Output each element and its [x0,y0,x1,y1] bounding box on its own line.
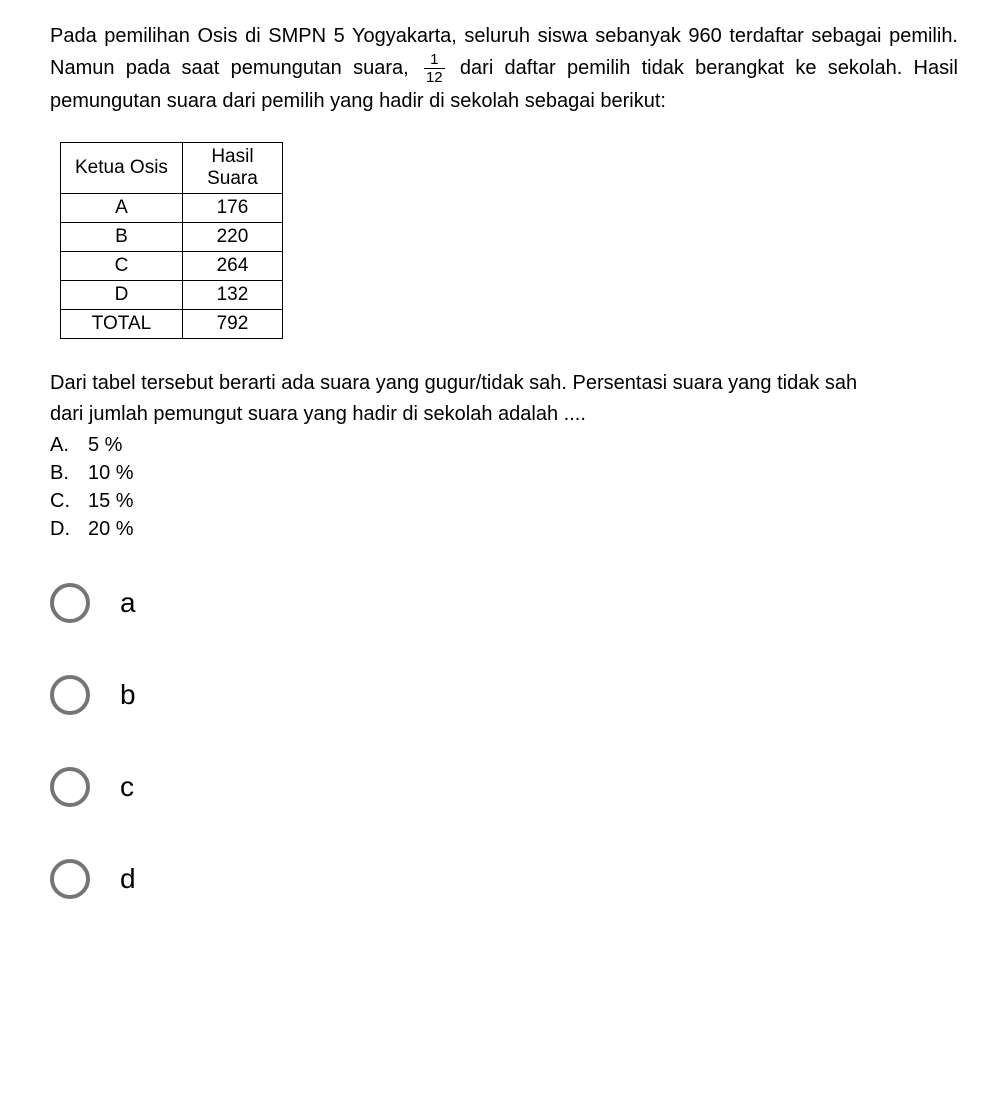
table-cell-value: 792 [182,310,282,339]
table-row: D 132 [61,281,283,310]
radio-label: d [120,863,136,895]
radio-circle-icon [50,859,90,899]
option-letter: C. [50,487,88,515]
inline-option-d: D. 20 % [50,515,958,543]
table-row: TOTAL 792 [61,310,283,339]
option-text: 5 % [88,431,122,459]
option-text: 20 % [88,515,134,543]
table-row: C 264 [61,252,283,281]
option-letter: B. [50,459,88,487]
table-cell-value: 264 [182,252,282,281]
radio-option-b[interactable]: b [50,675,958,715]
inline-answer-options: A. 5 % B. 10 % C. 15 % D. 20 % [50,431,958,543]
option-letter: A. [50,431,88,459]
table-header-row: Ketua Osis Hasil Suara [61,143,283,194]
radio-option-a[interactable]: a [50,583,958,623]
fraction-denominator: 12 [424,69,445,85]
radio-label: a [120,587,136,619]
inline-option-c: C. 15 % [50,487,958,515]
table-header-right-1: Hasil [211,146,253,167]
table-cell-value: 220 [182,223,282,252]
table-header-right-2: Suara [207,168,258,189]
radio-circle-icon [50,583,90,623]
table-header-left: Ketua Osis [61,143,183,194]
table-cell-value: 176 [182,194,282,223]
fraction-numerator: 1 [424,52,445,69]
sub-question-line2: dari jumlah pemungut suara yang hadir di… [50,400,958,428]
radio-circle-icon [50,675,90,715]
radio-options-group: a b c d [50,583,958,899]
table-row: B 220 [61,223,283,252]
inline-option-a: A. 5 % [50,431,958,459]
radio-option-d[interactable]: d [50,859,958,899]
option-text: 15 % [88,487,134,515]
table-cell-name: A [61,194,183,223]
results-table: Ketua Osis Hasil Suara A 176 B 220 C 264… [60,142,283,339]
option-letter: D. [50,515,88,543]
fraction: 112 [424,52,445,85]
radio-label: c [120,771,134,803]
sub-question-line1: Dari tabel tersebut berarti ada suara ya… [50,369,958,397]
table-header-right: Hasil Suara [182,143,282,194]
table-cell-name: B [61,223,183,252]
table-cell-name: D [61,281,183,310]
radio-label: b [120,679,136,711]
inline-option-b: B. 10 % [50,459,958,487]
option-text: 10 % [88,459,134,487]
question-paragraph: Pada pemilihan Osis di SMPN 5 Yogyakarta… [50,20,958,117]
radio-circle-icon [50,767,90,807]
table-row: A 176 [61,194,283,223]
table-cell-value: 132 [182,281,282,310]
table-cell-name: TOTAL [61,310,183,339]
table-cell-name: C [61,252,183,281]
radio-option-c[interactable]: c [50,767,958,807]
